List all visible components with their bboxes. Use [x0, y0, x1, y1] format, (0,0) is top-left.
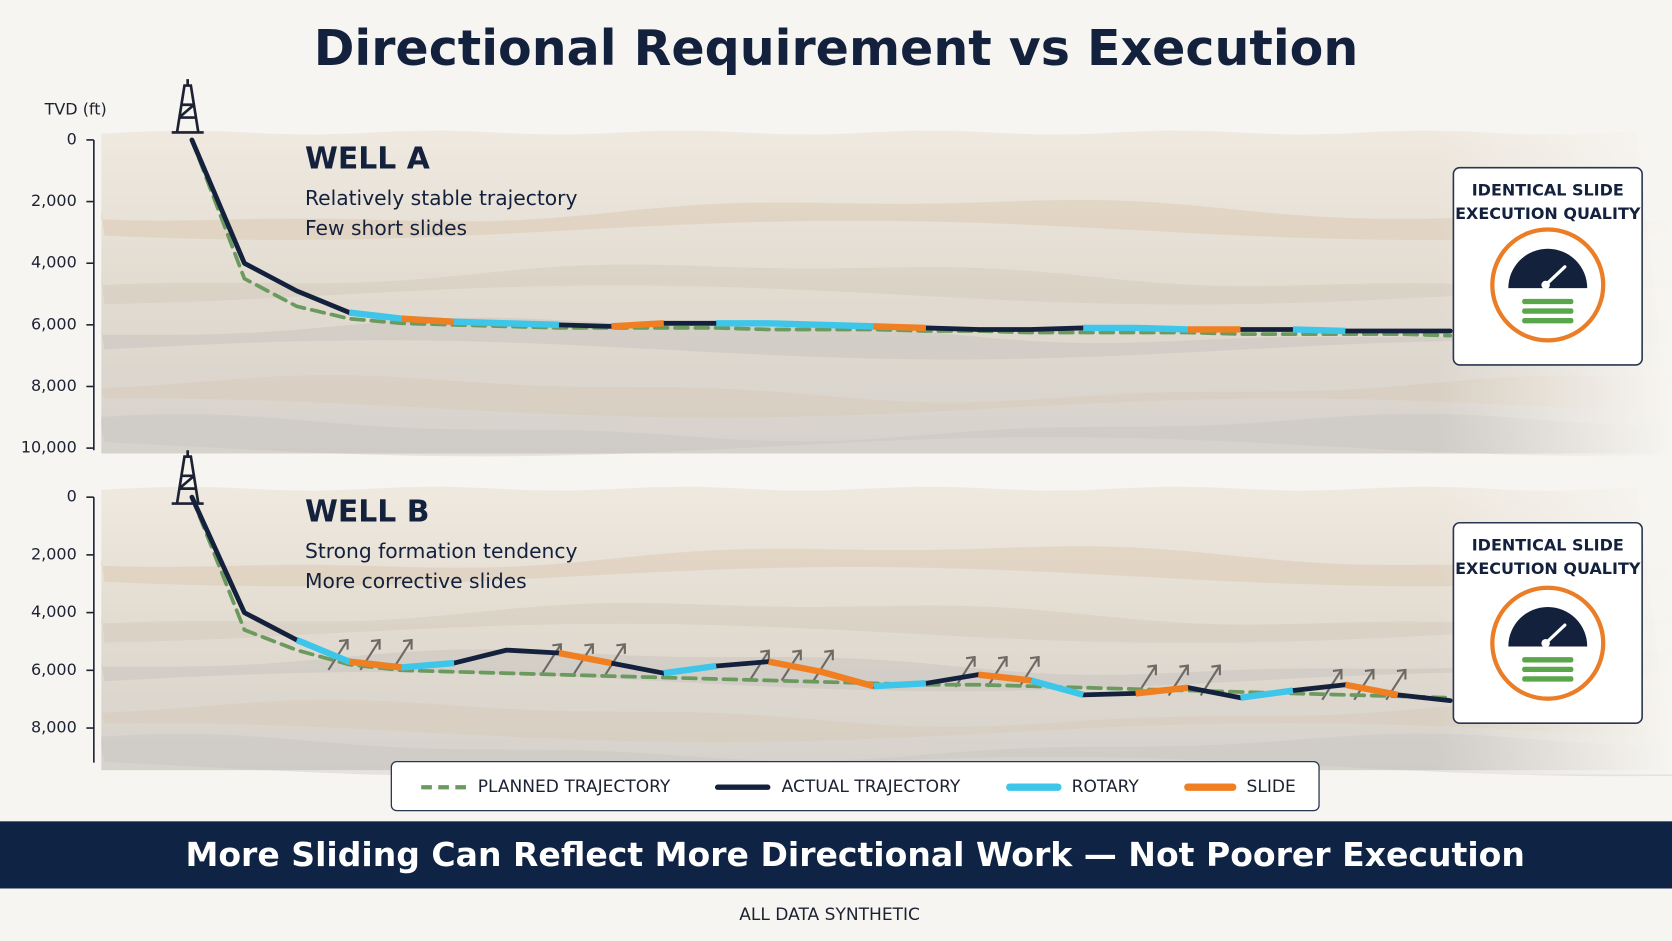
plots: TVD (ft) 0 2,000 4,000 6,000 8,000 10,000 WELL …	[21, 79, 1643, 763]
gauge-bar	[1522, 308, 1574, 314]
gauge-hub	[1541, 280, 1550, 290]
panel: 0 2,000 4,000 6,000 8,000 WELL B Strong format…	[31, 450, 1643, 763]
strata	[101, 126, 1672, 777]
legend: PLANNED TRAJECTORY ACTUAL TRAJECTORY ROT…	[390, 760, 1320, 812]
legend-label: ROTARY	[1072, 777, 1140, 797]
headline-band	[0, 821, 1672, 889]
fade	[101, 126, 1672, 458]
tendency-arrow	[748, 649, 770, 682]
derrick	[171, 79, 204, 134]
panel: TVD (ft) 0 2,000 4,000 6,000 8,000 10,000 WELL …	[21, 79, 1643, 457]
fade	[101, 482, 1672, 775]
y-tick-label: 2,000	[31, 544, 77, 563]
page-title: Directional Requirement vs Execution	[314, 19, 1359, 77]
gauge-bar	[1522, 318, 1574, 324]
legend-label: PLANNED TRAJECTORY	[478, 777, 671, 797]
y-tick-label: 8,000	[31, 718, 77, 737]
badge-label: EXECUTION QUALITY	[1455, 559, 1641, 578]
slide-segment	[401, 315, 1241, 333]
y-tick-label: 4,000	[31, 602, 77, 621]
y-tick-label: 0	[67, 487, 77, 506]
well-note: Strong formation tendency	[305, 539, 578, 563]
gauge-dial	[1508, 248, 1588, 289]
legend-label: ACTUAL TRAJECTORY	[782, 777, 961, 797]
gauge-hub	[1541, 638, 1550, 648]
tendency-arrow	[986, 655, 1008, 688]
badge-label: IDENTICAL SLIDE	[1472, 181, 1624, 200]
well-title: WELL B	[305, 495, 429, 530]
gauge-needle	[1544, 623, 1567, 645]
well-title: WELL A	[305, 142, 430, 177]
y-tick-label: 10,000	[21, 438, 77, 457]
y-tick-label: 2,000	[31, 191, 77, 210]
y-tick-label: 8,000	[31, 376, 77, 395]
headline: More Sliding Can Reflect More Directiona…	[185, 835, 1524, 874]
y-tick-label: 0	[67, 129, 77, 148]
gauge-bar	[1522, 666, 1574, 673]
gauge-bar	[1522, 298, 1574, 305]
legend-box	[390, 760, 1320, 812]
derrick	[171, 450, 204, 505]
y-tick-label: 4,000	[31, 253, 77, 272]
y-tick-label: 6,000	[31, 660, 77, 679]
legend-label: SLIDE	[1247, 777, 1296, 797]
tendency-arrow	[604, 643, 626, 675]
badge-label: IDENTICAL SLIDE	[1472, 536, 1624, 555]
planned-line	[190, 138, 1453, 338]
footnote: ALL DATA SYNTHETIC	[739, 905, 920, 925]
tendency-arrow	[954, 655, 976, 688]
y-tick-label: 6,000	[31, 314, 77, 333]
tendency-arrow	[812, 649, 834, 682]
badge-label: EXECUTION QUALITY	[1455, 204, 1641, 223]
well-note: More corrective slides	[305, 569, 527, 593]
well-note: Relatively stable trajectory	[305, 186, 578, 210]
y-axis-label: TVD (ft)	[44, 100, 107, 119]
well-note: Few short slides	[305, 216, 467, 240]
gauge-needle	[1544, 265, 1567, 287]
slide-segment	[348, 649, 1399, 698]
gauge-dial	[1508, 606, 1588, 647]
gauge-bar	[1522, 657, 1574, 663]
gauge-bar	[1522, 676, 1574, 682]
